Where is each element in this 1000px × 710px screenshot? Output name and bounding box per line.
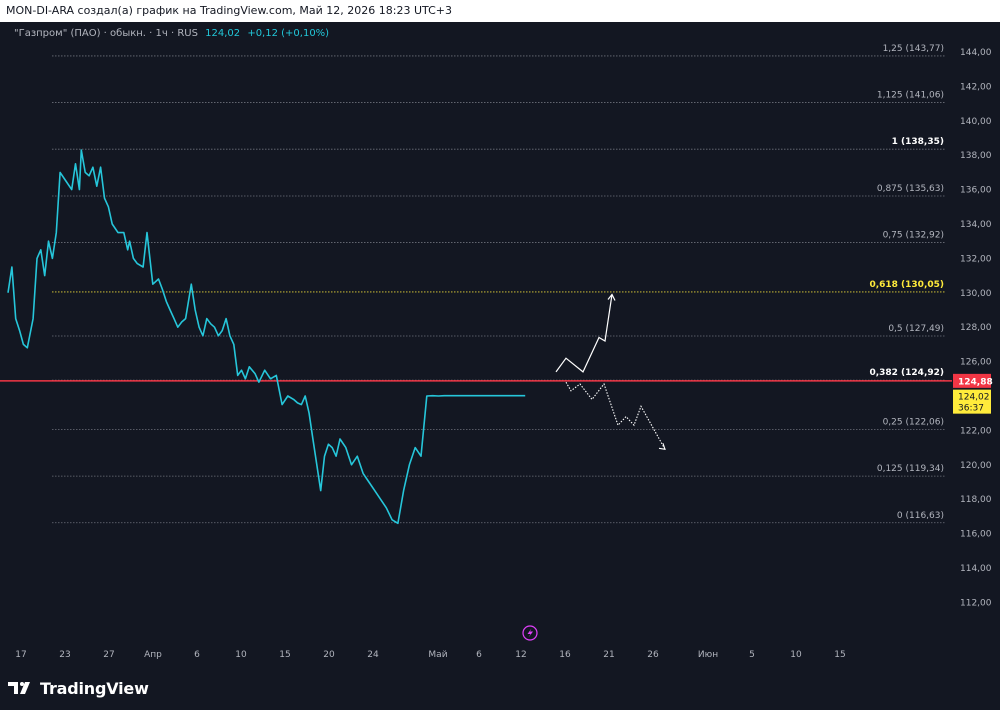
y-tick-label: 120,00 <box>960 461 992 471</box>
x-tick-label: Апр <box>144 650 162 660</box>
fib-level-label: 0,125 (119,34) <box>877 464 944 474</box>
y-tick-label: 140,00 <box>960 117 992 127</box>
fib-level-label: 0,875 (135,63) <box>877 184 944 194</box>
horizontal-line-price-label: 124,88 <box>958 377 993 387</box>
fib-level-label: 0 (116,63) <box>897 511 944 521</box>
horizontal-line-price-tag <box>953 373 991 388</box>
x-tick-label: 20 <box>323 650 335 660</box>
fib-level-label: 0,25 (122,06) <box>883 417 944 427</box>
fib-grid: 1,25 (143,77) 1,125 (141,06) 1 (138,35) 0,8… <box>0 44 952 524</box>
y-tick-label: 112,00 <box>960 598 992 608</box>
x-tick-label: 10 <box>790 650 802 660</box>
price-chart[interactable]: 1,25 (143,77) 1,125 (141,06) 1 (138,35) 0,8… <box>0 0 1000 668</box>
y-tick-label: 130,00 <box>960 289 992 299</box>
tradingview-logo[interactable]: TradingView <box>8 678 149 698</box>
x-tick-label: 6 <box>476 650 482 660</box>
x-tick-label: 6 <box>194 650 200 660</box>
y-tick-label: 132,00 <box>960 254 992 264</box>
y-axis[interactable]: 144,00 142,00 140,00 138,00 136,00 134,00 132,… <box>953 48 993 608</box>
x-tick-label: Май <box>428 650 447 660</box>
x-tick-label: 21 <box>603 650 614 660</box>
tradingview-logo-text: TradingView <box>40 678 149 698</box>
price-change-value: +0,12 (+0,10%) <box>247 28 330 39</box>
x-tick-label: 10 <box>235 650 247 660</box>
last-price-value: 124,02 <box>205 28 241 39</box>
x-tick-label: 27 <box>103 650 114 660</box>
projection-arrows <box>555 293 666 451</box>
y-tick-label: 134,00 <box>960 220 992 230</box>
bearish-projection-path <box>565 381 666 450</box>
symbol-description: "Газпром" (ПАО) · обыкн. · 1ч · RUS <box>14 28 198 39</box>
bearish-projection-arrowhead <box>658 443 666 451</box>
attribution-bar: MON-DI-ARA создал(а) график на TradingVi… <box>0 0 1000 22</box>
x-tick-label: 17 <box>15 650 26 660</box>
y-tick-label: 122,00 <box>960 426 992 436</box>
y-tick-label: 116,00 <box>960 530 992 540</box>
last-price-tag <box>953 389 991 414</box>
fib-level-label: 1,125 (141,06) <box>877 91 944 101</box>
x-tick-label: 26 <box>647 650 659 660</box>
x-tick-label: 23 <box>59 650 70 660</box>
x-tick-label: 12 <box>515 650 526 660</box>
x-tick-label: 24 <box>367 650 379 660</box>
fib-level-label: 0,618 (130,05) <box>869 280 944 290</box>
y-tick-label: 142,00 <box>960 82 992 92</box>
y-tick-label: 138,00 <box>960 151 992 161</box>
y-tick-label: 126,00 <box>960 358 992 368</box>
lightning-icon[interactable] <box>522 625 538 641</box>
last-price-countdown: 36:37 <box>958 404 984 414</box>
y-tick-label: 118,00 <box>960 495 992 505</box>
symbol-legend[interactable]: "Газпром" (ПАО) · обыкн. · 1ч · RUS 124,… <box>14 28 329 39</box>
price-line <box>7 149 526 525</box>
price-series <box>7 149 526 525</box>
fib-level-label: 0,382 (124,92) <box>869 368 944 378</box>
x-tick-label: 5 <box>749 650 755 660</box>
x-axis[interactable]: 17 23 27 Апр 6 10 15 20 24 Май 6 12 16 21 26 Июн 5 10 15 <box>15 650 845 660</box>
fib-level-label: 0,5 (127,49) <box>888 324 944 334</box>
y-tick-label: 136,00 <box>960 186 992 196</box>
x-tick-label: 15 <box>279 650 290 660</box>
x-tick-label: 15 <box>834 650 845 660</box>
x-tick-label: Июн <box>698 650 718 660</box>
tradingview-logo-icon <box>8 682 30 694</box>
fib-level-label: 1,25 (143,77) <box>883 44 944 54</box>
fib-level-label: 1 (138,35) <box>892 137 944 147</box>
footer-bar <box>0 668 1000 710</box>
attribution-text: MON-DI-ARA создал(а) график на TradingVi… <box>6 4 452 17</box>
x-tick-label: 16 <box>559 650 571 660</box>
bullish-projection-arrowhead <box>607 293 616 301</box>
y-tick-label: 128,00 <box>960 323 992 333</box>
y-tick-label: 144,00 <box>960 48 992 58</box>
fib-level-label: 0,75 (132,92) <box>883 231 944 241</box>
bullish-projection-path <box>555 294 613 373</box>
y-tick-label: 114,00 <box>960 564 992 574</box>
last-price-tag-value: 124,02 <box>958 393 990 403</box>
